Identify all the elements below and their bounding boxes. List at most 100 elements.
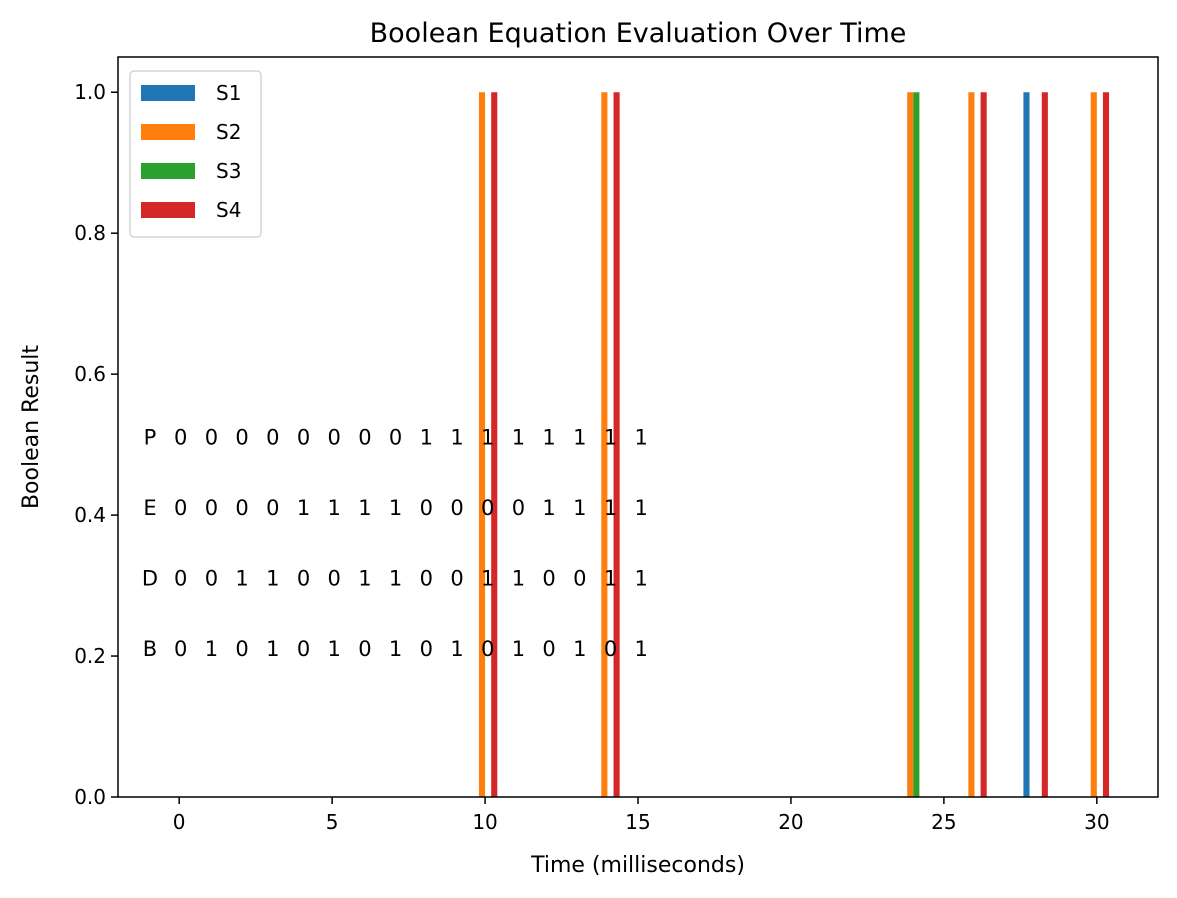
bit-e-5: 1 bbox=[328, 496, 341, 520]
bit-e-14: 1 bbox=[604, 496, 617, 520]
bit-e-0: 0 bbox=[174, 496, 187, 520]
bit-p-1: 0 bbox=[205, 426, 218, 450]
bit-d-13: 0 bbox=[573, 567, 586, 591]
bit-p-2: 0 bbox=[235, 426, 248, 450]
legend-label-s1: S1 bbox=[216, 81, 241, 105]
bit-e-15: 1 bbox=[635, 496, 648, 520]
bit-e-13: 1 bbox=[573, 496, 586, 520]
bit-b-1: 1 bbox=[205, 637, 218, 661]
bar-s2-t30 bbox=[1090, 92, 1097, 798]
x-tick-label: 5 bbox=[326, 810, 339, 834]
bit-e-3: 0 bbox=[266, 496, 279, 520]
bit-p-4: 0 bbox=[297, 426, 310, 450]
legend-swatch-s3 bbox=[141, 163, 195, 179]
bit-d-9: 0 bbox=[450, 567, 463, 591]
legend: S1 S2 S3 S4 bbox=[129, 70, 262, 238]
bit-b-3: 1 bbox=[266, 637, 279, 661]
bit-b-11: 1 bbox=[512, 637, 525, 661]
bit-d-0: 0 bbox=[174, 567, 187, 591]
bit-p-0: 0 bbox=[174, 426, 187, 450]
bit-e-10: 0 bbox=[481, 496, 494, 520]
bar-s1-t28 bbox=[1023, 92, 1030, 798]
bit-e-7: 1 bbox=[389, 496, 402, 520]
bit-b-2: 0 bbox=[235, 637, 248, 661]
bit-p-11: 1 bbox=[512, 426, 525, 450]
bit-b-8: 0 bbox=[420, 637, 433, 661]
bit-d-2: 1 bbox=[235, 567, 248, 591]
bit-b-5: 1 bbox=[328, 637, 341, 661]
bit-e-2: 0 bbox=[235, 496, 248, 520]
bit-d-7: 1 bbox=[389, 567, 402, 591]
x-tick-label: 25 bbox=[931, 810, 956, 834]
bit-b-14: 0 bbox=[604, 637, 617, 661]
legend-frame bbox=[129, 70, 262, 238]
bit-p-14: 1 bbox=[604, 426, 617, 450]
bits-row-label-b: B bbox=[143, 637, 157, 661]
bit-e-4: 1 bbox=[297, 496, 310, 520]
bit-b-7: 1 bbox=[389, 637, 402, 661]
bit-d-5: 0 bbox=[328, 567, 341, 591]
y-tick-label: 0.0 bbox=[74, 785, 106, 809]
bar-s4-t14 bbox=[613, 92, 620, 798]
x-axis-label: Time (milliseconds) bbox=[530, 853, 745, 878]
x-tick-label: 0 bbox=[173, 810, 186, 834]
legend-label-s4: S4 bbox=[216, 198, 241, 222]
bit-e-8: 0 bbox=[420, 496, 433, 520]
bit-b-9: 1 bbox=[450, 637, 463, 661]
bit-e-12: 1 bbox=[542, 496, 555, 520]
bit-annotations: P 0 0 0 0 0 0 0 0 1 1 1 1 1 1 1 1E 0 0 0 0 1 1 1 1 0 0 0 0 1 1 1 1D 0 0 1 1 0… bbox=[142, 426, 648, 661]
bit-e-11: 0 bbox=[512, 496, 525, 520]
y-tick-label: 0.8 bbox=[74, 221, 106, 245]
y-tick-label: 0.6 bbox=[74, 362, 106, 386]
bit-e-9: 0 bbox=[450, 496, 463, 520]
legend-swatch-s4 bbox=[141, 202, 195, 218]
bar-s2-t14 bbox=[601, 92, 608, 798]
bit-d-8: 0 bbox=[420, 567, 433, 591]
bits-row-label-e: E bbox=[143, 496, 156, 520]
x-tick-label: 20 bbox=[778, 810, 803, 834]
legend-label-s2: S2 bbox=[216, 120, 241, 144]
bit-b-6: 0 bbox=[358, 637, 371, 661]
bit-d-12: 0 bbox=[542, 567, 555, 591]
bit-b-4: 0 bbox=[297, 637, 310, 661]
bit-p-15: 1 bbox=[635, 426, 648, 450]
x-tick-label: 10 bbox=[472, 810, 497, 834]
legend-swatch-s1 bbox=[141, 85, 195, 101]
bit-p-5: 0 bbox=[328, 426, 341, 450]
bit-d-15: 1 bbox=[635, 567, 648, 591]
bar-s4-t26 bbox=[980, 92, 987, 798]
bit-p-6: 0 bbox=[358, 426, 371, 450]
x-tick-label: 15 bbox=[625, 810, 650, 834]
bar-s4-t28 bbox=[1041, 92, 1048, 798]
bit-p-7: 0 bbox=[389, 426, 402, 450]
bit-b-0: 0 bbox=[174, 637, 187, 661]
x-tick-label: 30 bbox=[1084, 810, 1109, 834]
bar-s4-t30 bbox=[1102, 92, 1110, 798]
bar-s2-t26 bbox=[968, 92, 975, 798]
bar-s2-t24 bbox=[907, 92, 914, 798]
legend-label-s3: S3 bbox=[216, 159, 241, 183]
y-tick-label: 0.2 bbox=[74, 644, 106, 668]
bars-layer bbox=[478, 92, 1110, 798]
bit-b-15: 1 bbox=[635, 637, 648, 661]
bit-d-11: 1 bbox=[512, 567, 525, 591]
bit-p-10: 1 bbox=[481, 426, 494, 450]
bit-d-10: 1 bbox=[481, 567, 494, 591]
bit-p-8: 1 bbox=[420, 426, 433, 450]
bit-e-1: 0 bbox=[205, 496, 218, 520]
y-axis: 0.0 0.2 0.4 0.6 0.8 1.0 bbox=[74, 80, 118, 809]
chart-title: Boolean Equation Evaluation Over Time bbox=[370, 18, 907, 49]
bit-b-13: 1 bbox=[573, 637, 586, 661]
bar-s3-t24 bbox=[913, 92, 920, 798]
bits-row-label-d: D bbox=[142, 567, 158, 591]
bar-s2-t10 bbox=[478, 92, 486, 798]
bit-d-6: 1 bbox=[358, 567, 371, 591]
y-tick-label: 0.4 bbox=[74, 503, 106, 527]
x-axis: 0 5 10 15 20 25 30 bbox=[173, 797, 1110, 834]
y-tick-label: 1.0 bbox=[74, 80, 106, 104]
y-axis-label: Boolean Result bbox=[19, 345, 44, 509]
bit-d-14: 1 bbox=[604, 567, 617, 591]
bit-p-13: 1 bbox=[573, 426, 586, 450]
bit-e-6: 1 bbox=[358, 496, 371, 520]
